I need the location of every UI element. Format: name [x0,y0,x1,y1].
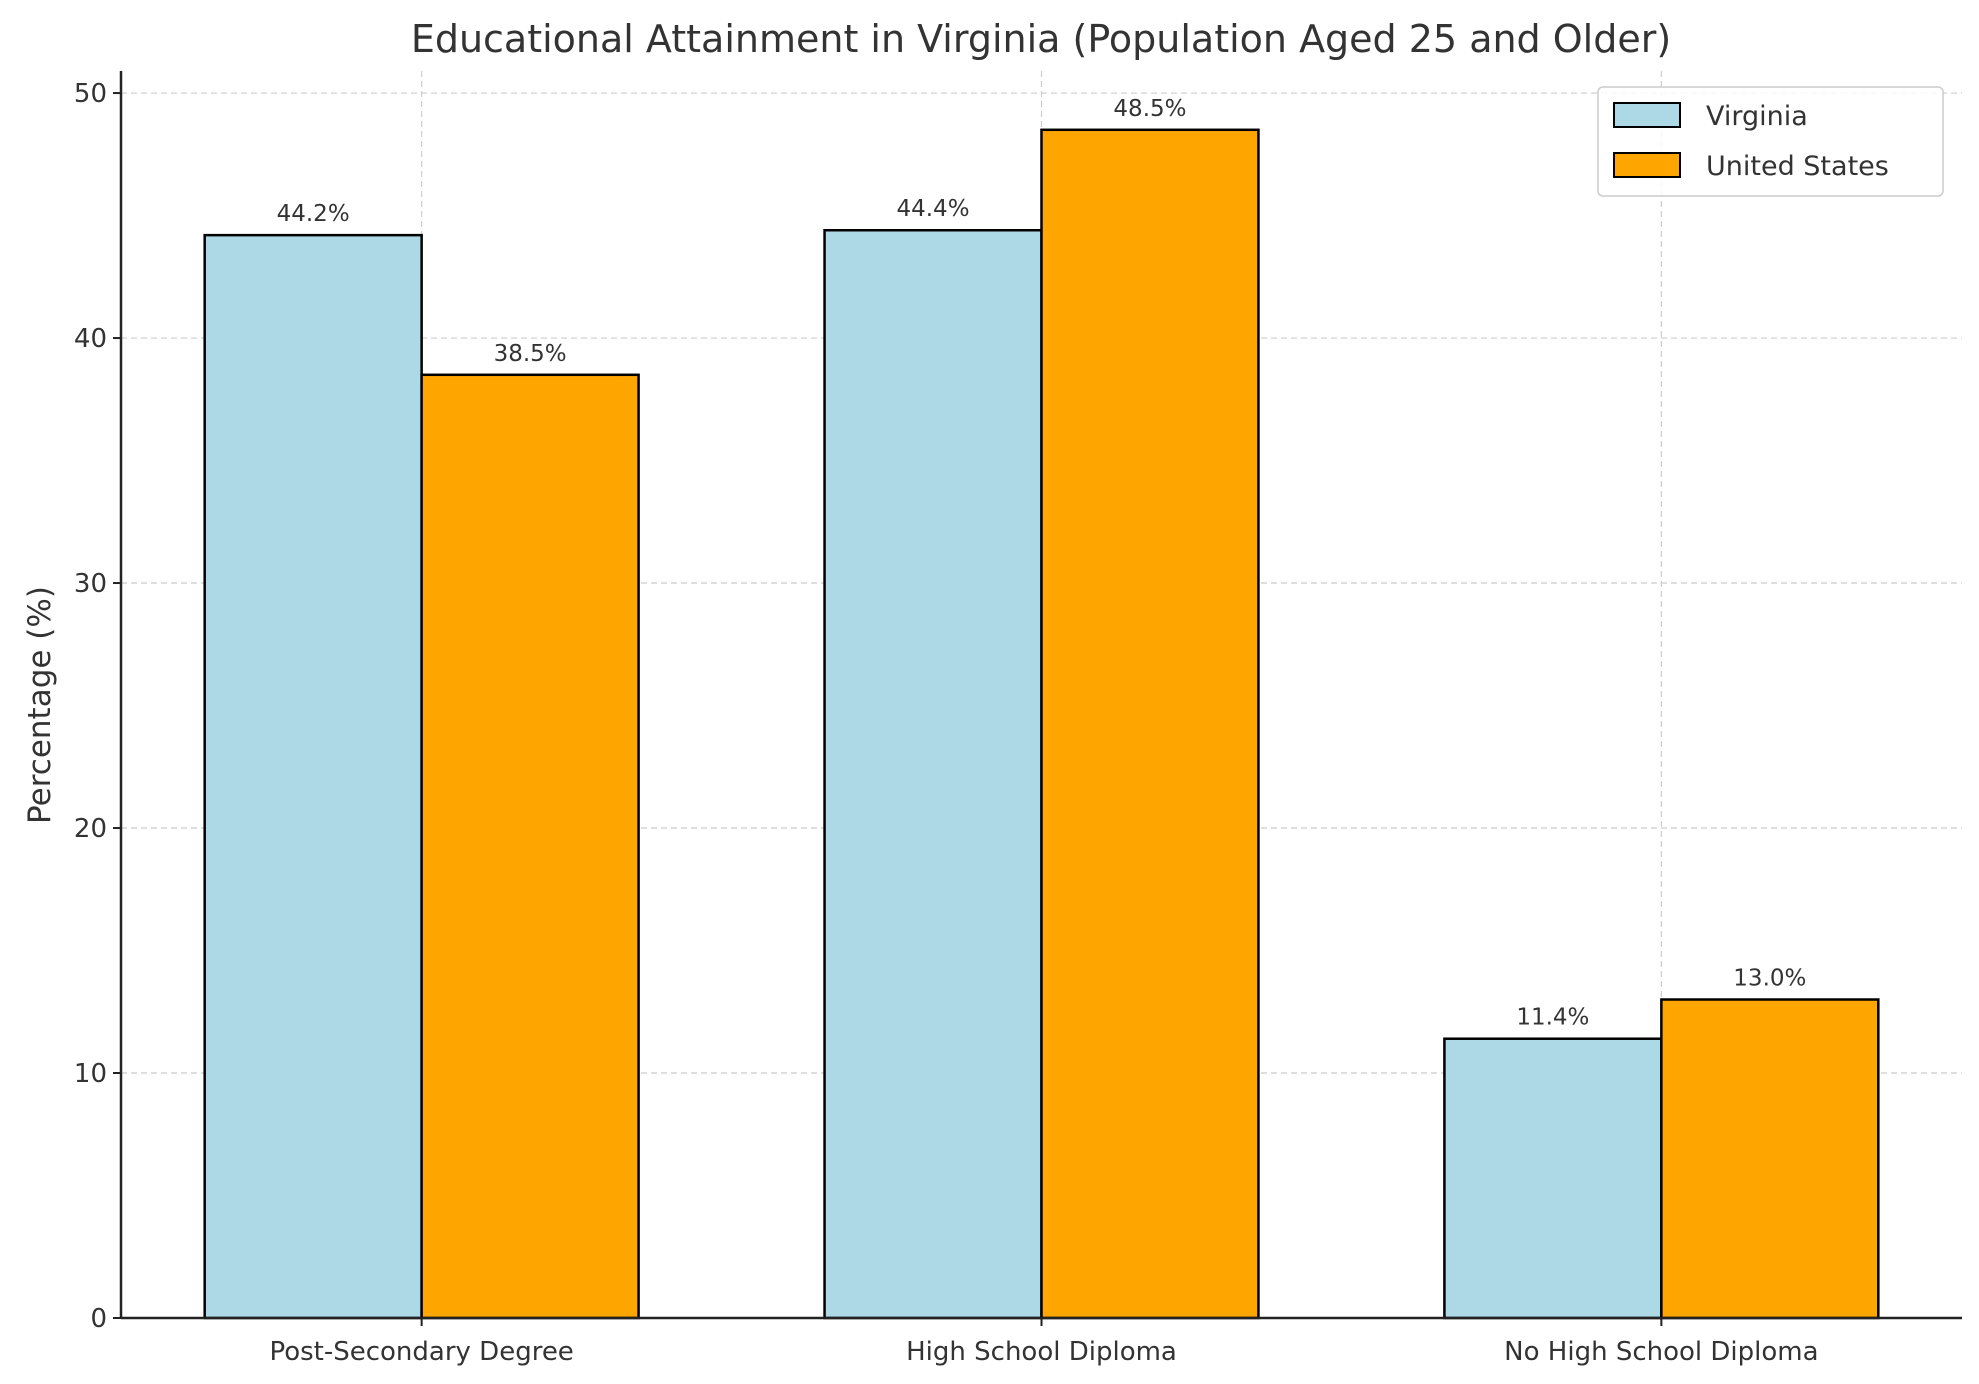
data-label: 44.4% [896,196,969,222]
legend-label: Virginia [1706,101,1808,132]
x-tick-label: No High School Diploma [1504,1337,1818,1367]
legend-label: United States [1706,151,1889,182]
legend-box [1597,86,1944,197]
bar-united-states [1660,998,1880,1320]
y-tick-label: 10 [74,1059,107,1089]
legend-swatch [1613,102,1681,128]
y-axis-label: Percentage (%) [22,586,58,824]
data-label: 48.5% [1113,96,1186,122]
bar-virginia [203,233,423,1320]
y-tick-label: 0 [90,1304,107,1334]
legend: Virginia United States [1597,86,1944,197]
data-label: 44.2% [277,201,350,227]
y-tick-label: 50 [74,79,107,109]
legend-swatch [1613,152,1681,178]
axes: 0 10 20 30 40 50 Post-Secondary Degree High Sch… [74,71,1962,1367]
data-label: 11.4% [1516,1005,1589,1031]
data-label: 38.5% [494,341,567,367]
x-tick-label: High School Diploma [906,1337,1177,1367]
bar-virginia [1443,1037,1663,1320]
bars [203,128,1880,1320]
chart-title: Educational Attainment in Virginia (Popu… [411,17,1671,61]
bar-virginia [823,228,1043,1320]
y-tick-label: 40 [74,324,107,354]
y-tick-label: 30 [74,569,107,599]
bar-united-states [420,373,640,1320]
bar-united-states [1040,128,1260,1320]
data-labels: 44.2% 44.4% 11.4% 38.5% 48.5% 13.0% [277,96,1807,1031]
x-tick-label: Post-Secondary Degree [269,1337,573,1367]
data-label: 13.0% [1733,966,1806,992]
y-tick-label: 20 [74,814,107,844]
